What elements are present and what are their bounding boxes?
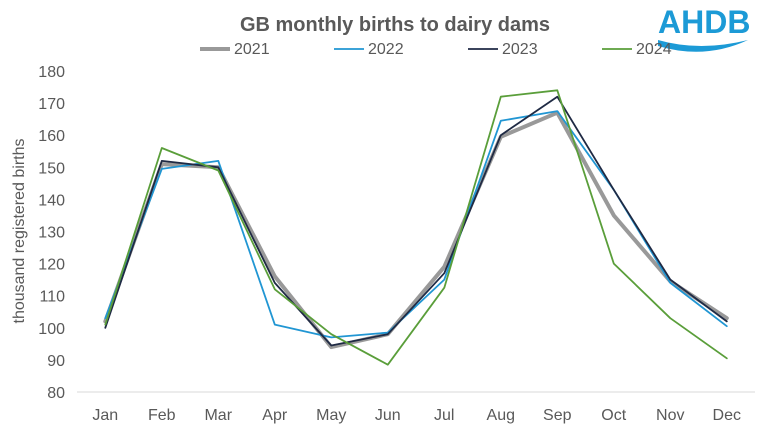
y-tick-label: 110 — [39, 289, 65, 306]
x-tick-label: Mar — [204, 407, 232, 424]
x-tick-label: Feb — [148, 407, 176, 424]
legend: 2021 2022 2023 2024 — [200, 41, 672, 58]
legend-label-2024: 2024 — [636, 41, 672, 58]
series-line-2021 — [103, 110, 729, 350]
x-tick-label: Jan — [92, 407, 118, 424]
series-layer — [103, 89, 729, 366]
y-tick-label: 80 — [47, 385, 65, 402]
y-tick-label: 130 — [38, 225, 65, 242]
ahdb-logo: AHDB — [658, 4, 750, 52]
series-line-2024 — [104, 89, 728, 366]
y-tick-label: 140 — [38, 192, 65, 209]
y-axis: 80 90 100 110 120 130 140 150 160 170 180 — [38, 64, 65, 402]
logo-text: AHDB — [658, 4, 750, 40]
y-tick-label: 160 — [38, 128, 65, 145]
x-tick-label: Jul — [434, 407, 454, 424]
y-tick-label: 170 — [38, 96, 65, 113]
legend-label-2023: 2023 — [502, 41, 538, 58]
y-axis-label: thousand registered births — [11, 139, 28, 324]
x-tick-label: Nov — [656, 407, 684, 424]
x-tick-label: May — [316, 407, 346, 424]
x-axis: Jan Feb Mar Apr May Jun Jul Aug Sep Oct Nov Dec — [92, 407, 741, 424]
chart-title: GB monthly births to dairy dams — [240, 14, 550, 36]
x-tick-label: Sep — [543, 407, 572, 424]
x-tick-label: Jun — [375, 407, 401, 424]
x-tick-label: Apr — [262, 407, 288, 424]
logo-swoosh-icon — [658, 40, 748, 52]
x-tick-label: Oct — [601, 407, 626, 424]
x-tick-label: Dec — [713, 407, 741, 424]
y-tick-label: 100 — [38, 321, 65, 338]
series-line-2023 — [104, 95, 728, 347]
legend-label-2022: 2022 — [368, 41, 404, 58]
y-tick-label: 150 — [38, 160, 65, 177]
x-tick-label: Aug — [487, 407, 515, 424]
y-tick-label: 90 — [47, 353, 65, 370]
y-tick-label: 120 — [38, 257, 65, 274]
legend-label-2021: 2021 — [234, 41, 270, 58]
y-tick-label: 180 — [38, 64, 65, 81]
